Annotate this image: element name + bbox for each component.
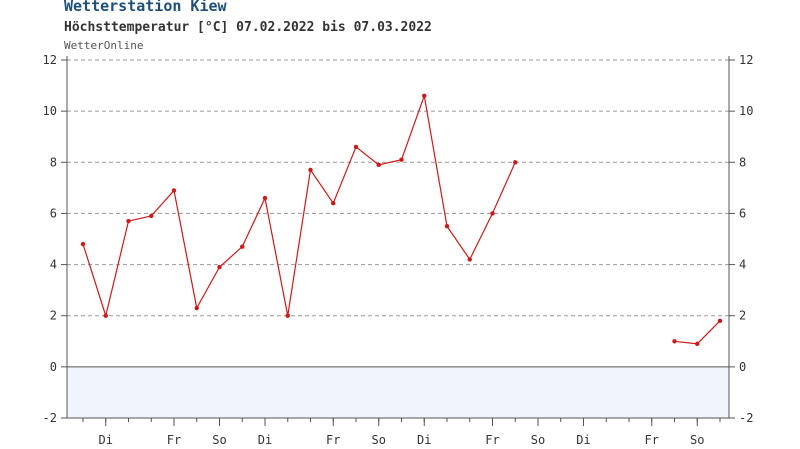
data-point (331, 201, 336, 206)
x-tick-label: Di (258, 433, 272, 447)
y-tick-label-right: 6 (739, 206, 746, 220)
y-tick-label-right: 10 (739, 104, 753, 118)
chart-subtitle: Höchsttemperatur [°C] 07.02.2022 bis 07.… (64, 20, 432, 35)
x-tick-label: Fr (645, 433, 659, 447)
axes (61, 56, 735, 426)
y-tick-label-right: 12 (739, 53, 753, 67)
data-point (444, 224, 450, 229)
y-tick-label-left: 8 (50, 155, 57, 169)
x-tick-label: So (690, 433, 704, 447)
chart-title: Wetterstation Kiew (64, 0, 227, 15)
y-tick-label-right: 8 (739, 155, 746, 169)
y-tick-label-left: 2 (50, 309, 57, 323)
data-point (171, 188, 177, 193)
x-tick-label: Fr (485, 433, 499, 447)
data-point (422, 93, 427, 99)
data-point (194, 305, 199, 311)
data-point (695, 341, 700, 347)
data-point (672, 339, 677, 344)
data-point (103, 313, 108, 318)
data-point (467, 257, 472, 262)
x-tick-label: So (531, 433, 545, 447)
y-tick-label-right: 2 (739, 309, 746, 323)
series-lines (82, 93, 721, 345)
data-point (399, 157, 404, 162)
data-point (262, 195, 268, 201)
series-line (82, 93, 516, 318)
x-tick-label: Di (576, 433, 590, 447)
data-point (353, 144, 359, 150)
data-point (217, 264, 222, 270)
data-point (513, 160, 518, 165)
data-point (80, 241, 86, 247)
y-tick-label-left: -2 (43, 411, 57, 425)
x-tick-label: So (212, 433, 226, 447)
chart-background (67, 366, 729, 418)
y-tick-labels: 12 12 10 10 8 8 6 6 4 4 2 2 0 0 -2 -2 (43, 53, 754, 425)
below-zero-region (67, 366, 729, 418)
x-tick-label: Fr (326, 433, 340, 447)
data-point (149, 213, 154, 219)
x-tick-label: Di (417, 433, 431, 447)
y-tick-label-left: 4 (50, 258, 57, 272)
data-point (308, 167, 313, 173)
data-point (490, 211, 495, 216)
x-tick-labels: Di Fr So Di Fr So Di Fr So Di Fr So (99, 433, 705, 447)
x-tick-label: Fr (167, 433, 181, 447)
data-point (717, 318, 723, 324)
data-point (285, 313, 290, 318)
data-points (80, 93, 723, 347)
y-tick-label-left: 12 (43, 53, 57, 67)
source-label: WetterOnline (64, 39, 144, 52)
data-point (376, 162, 381, 168)
y-tick-label-right: -2 (739, 411, 753, 425)
y-tick-label-right: 4 (739, 258, 746, 272)
x-tick-label: Di (99, 433, 113, 447)
y-tick-label-left: 10 (43, 104, 57, 118)
data-point (240, 244, 245, 249)
series-line (674, 320, 721, 345)
grid-lines (67, 59, 729, 368)
data-point (126, 218, 131, 224)
x-tick-label: So (372, 433, 386, 447)
y-tick-label-left: 0 (50, 360, 57, 374)
y-tick-label-left: 6 (50, 206, 57, 220)
y-tick-label-right: 0 (739, 360, 746, 374)
